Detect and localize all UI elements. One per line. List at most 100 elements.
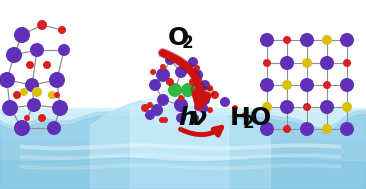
Bar	[0, 183, 366, 185]
Circle shape	[340, 33, 354, 47]
Circle shape	[188, 57, 198, 67]
Circle shape	[27, 98, 41, 112]
Bar	[0, 144, 366, 146]
Circle shape	[260, 33, 274, 47]
Circle shape	[181, 83, 195, 97]
Circle shape	[58, 26, 66, 34]
Bar	[0, 173, 366, 175]
Circle shape	[322, 124, 332, 134]
Bar	[0, 146, 366, 149]
Circle shape	[24, 115, 30, 121]
Circle shape	[175, 66, 187, 78]
Bar	[0, 153, 366, 155]
Circle shape	[0, 72, 15, 88]
Bar	[0, 177, 366, 179]
Bar	[0, 150, 366, 153]
Bar	[0, 136, 366, 138]
Circle shape	[323, 81, 331, 89]
Circle shape	[200, 80, 210, 90]
Text: ν: ν	[189, 106, 206, 130]
Circle shape	[6, 47, 22, 63]
Bar	[0, 157, 366, 159]
Bar	[0, 124, 366, 126]
Circle shape	[194, 65, 200, 71]
Circle shape	[43, 61, 51, 69]
Circle shape	[176, 113, 186, 123]
Text: 2: 2	[243, 114, 255, 132]
Circle shape	[25, 78, 39, 92]
Bar	[0, 185, 366, 187]
Circle shape	[145, 110, 155, 120]
Bar	[0, 169, 366, 171]
Circle shape	[194, 103, 202, 111]
Circle shape	[162, 117, 168, 123]
Bar	[0, 126, 366, 128]
Circle shape	[2, 100, 18, 116]
Bar	[0, 161, 366, 163]
Circle shape	[178, 95, 184, 101]
Circle shape	[232, 105, 238, 111]
Circle shape	[342, 102, 352, 112]
Bar	[0, 143, 366, 144]
Circle shape	[160, 64, 166, 70]
FancyArrowPatch shape	[163, 53, 208, 107]
Circle shape	[340, 78, 354, 92]
FancyArrowPatch shape	[180, 127, 222, 135]
Bar	[0, 128, 366, 130]
Circle shape	[320, 100, 334, 114]
Bar	[0, 130, 366, 132]
Circle shape	[283, 125, 291, 133]
Circle shape	[174, 98, 188, 112]
Text: O: O	[250, 106, 271, 130]
Circle shape	[30, 43, 44, 57]
Circle shape	[58, 44, 70, 56]
Circle shape	[189, 78, 197, 86]
Bar	[0, 118, 366, 120]
Bar	[0, 110, 366, 112]
Circle shape	[168, 83, 182, 97]
Circle shape	[13, 91, 21, 99]
Circle shape	[37, 20, 47, 30]
Bar	[0, 138, 366, 140]
Circle shape	[166, 78, 174, 86]
Text: H: H	[230, 106, 251, 130]
Bar	[0, 116, 366, 118]
Circle shape	[260, 122, 274, 136]
Circle shape	[263, 59, 271, 67]
Circle shape	[165, 55, 175, 65]
Circle shape	[300, 33, 314, 47]
Bar	[0, 120, 366, 122]
Circle shape	[194, 94, 206, 106]
Circle shape	[159, 117, 165, 123]
Circle shape	[14, 27, 30, 43]
Circle shape	[26, 61, 34, 69]
Bar	[0, 149, 366, 150]
Text: 2: 2	[182, 34, 194, 52]
Circle shape	[192, 117, 198, 123]
Bar	[0, 108, 366, 110]
Bar	[0, 122, 366, 124]
Bar	[0, 187, 366, 189]
Bar	[0, 163, 366, 165]
Circle shape	[38, 114, 46, 122]
Circle shape	[211, 91, 219, 99]
Circle shape	[49, 72, 65, 88]
Circle shape	[54, 92, 60, 98]
Bar	[0, 171, 366, 173]
Circle shape	[157, 94, 169, 106]
Bar	[0, 181, 366, 183]
Circle shape	[52, 100, 68, 116]
Circle shape	[343, 59, 351, 67]
Circle shape	[220, 97, 230, 107]
Circle shape	[14, 120, 30, 136]
Circle shape	[320, 56, 334, 70]
Bar	[0, 114, 366, 116]
Circle shape	[207, 85, 213, 91]
Circle shape	[191, 69, 203, 81]
Circle shape	[150, 69, 156, 75]
Circle shape	[262, 102, 272, 112]
Bar	[0, 167, 366, 169]
Circle shape	[283, 36, 291, 44]
Circle shape	[302, 58, 312, 68]
Circle shape	[20, 88, 28, 96]
